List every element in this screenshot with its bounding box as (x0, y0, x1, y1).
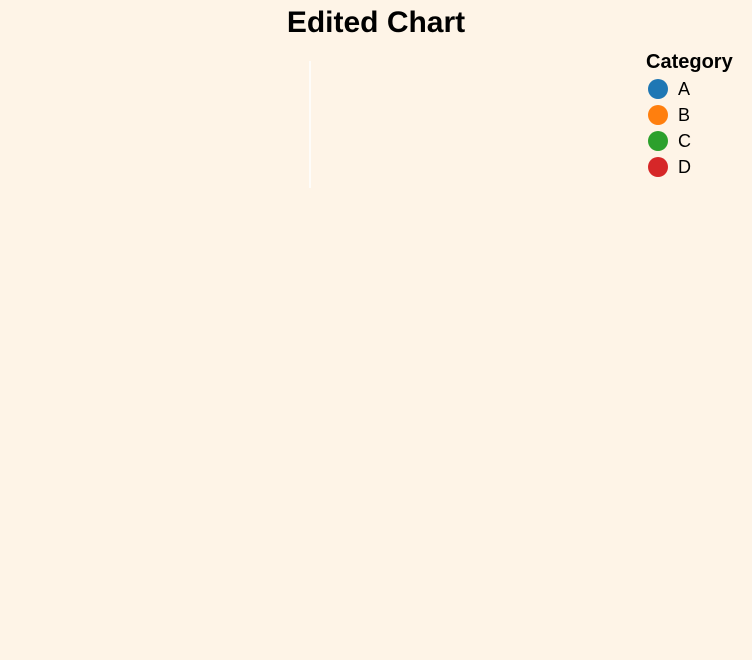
chart-title: Edited Chart (286, 6, 466, 39)
legend-title: Category (646, 51, 733, 73)
legend: Category A B C D (646, 48, 750, 180)
legend-swatch-c (648, 131, 668, 151)
legend-swatch-a (648, 79, 668, 99)
legend-item-c: C (646, 128, 750, 154)
legend-item-d: D (646, 154, 750, 180)
legend-label-a: A (678, 79, 691, 99)
legend-item-a: A (646, 76, 750, 102)
legend-label-b: B (678, 105, 691, 125)
legend-swatch-d (648, 157, 668, 177)
legend-swatch-b (648, 105, 668, 125)
legend-label-c: C (678, 131, 691, 151)
legend-label-d: D (678, 157, 691, 177)
legend-item-b: B (646, 102, 750, 128)
